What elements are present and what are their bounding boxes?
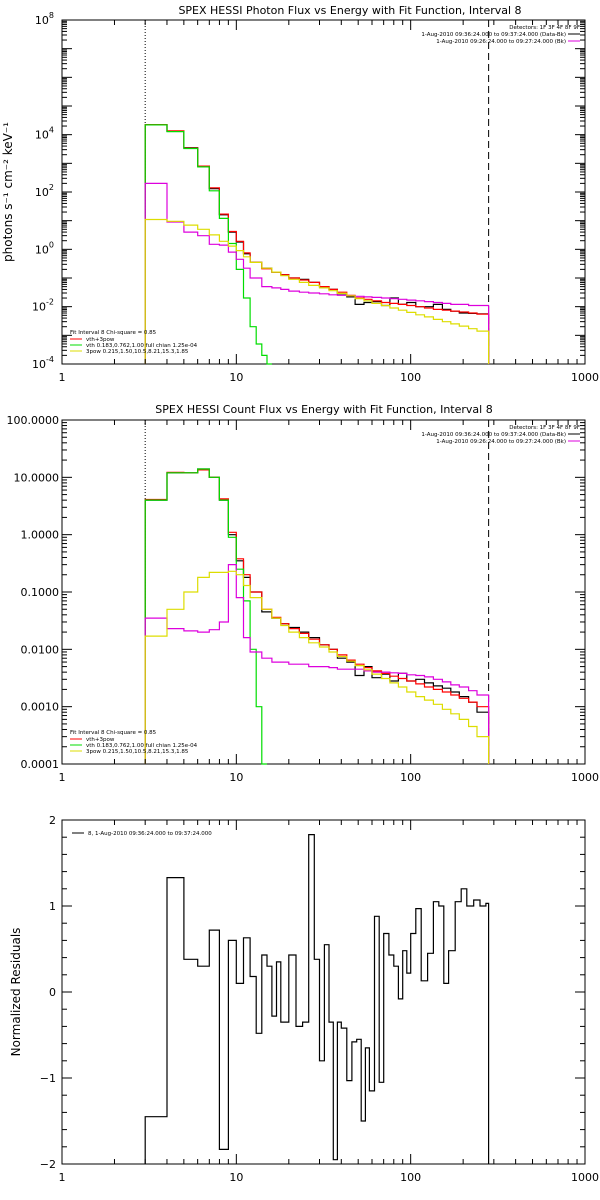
- residuals-y-tick-label: −2: [40, 1158, 56, 1171]
- residuals-y-tick-label: −1: [40, 1072, 56, 1085]
- count-flux-panel: SPEX HESSI Count Flux vs Energy with Fit…: [7, 403, 600, 784]
- residuals-y-axis-label: Normalized Residuals: [9, 928, 23, 1057]
- photon-legend-bottom-left: Fit Interval 8 Chi-square = 0.85 vth+3po…: [70, 330, 198, 355]
- photon-x-tick-label: 100: [400, 371, 421, 384]
- count-series-2: [144, 468, 267, 765]
- count-series-4: [144, 570, 490, 764]
- count-x-tick-label: 100: [400, 771, 421, 784]
- photon-chart-title: SPEX HESSI Photon Flux vs Energy with Fi…: [178, 4, 521, 17]
- photon-fit-3pow: 3pow 0.215,1.50,10.5,8.21,15.3,1.85: [86, 349, 189, 355]
- count-legend-data-bk: 1-Aug-2010 09:36:24.000 to 09:37:24.000 …: [421, 432, 566, 438]
- photon-series-2: [144, 124, 272, 365]
- count-x-tick-label: 10: [229, 771, 243, 784]
- residuals-series-0: [144, 834, 490, 1164]
- photon-y-tick-label: 10-4: [32, 355, 54, 371]
- count-fit-info: Fit Interval 8 Chi-square = 0.85: [70, 730, 157, 736]
- count-y-tick-label: 100.0000: [7, 414, 60, 427]
- photon-series-4: [144, 218, 490, 364]
- count-fit-model: vth+3pow: [86, 737, 115, 743]
- photon-x-tick-label: 10: [229, 371, 243, 384]
- count-legend-bottom-left: Fit Interval 8 Chi-square = 0.85 vth+3po…: [70, 730, 198, 755]
- photon-series-0: [144, 124, 490, 364]
- count-series-0: [144, 468, 490, 764]
- photon-y-tick-label: 100: [35, 240, 54, 256]
- residuals-legend: 8, 1-Aug-2010 09:36:24.000 to 09:37:24.0…: [72, 831, 212, 837]
- count-legend-top-right: Detectors: 1F 3F 4F 8F 9F 1-Aug-2010 09:…: [421, 425, 580, 445]
- residuals-y-tick-label: 0: [49, 986, 56, 999]
- photon-y-tick-label: 102: [35, 183, 54, 199]
- count-y-tick-label: 0.0001: [21, 758, 60, 771]
- photon-fit-vth: vth 0.183,0.762,1.00 full chian 1.25e-04: [86, 343, 198, 349]
- residuals-x-tick-label: 1: [59, 1171, 66, 1184]
- photon-legend-bk: 1-Aug-2010 09:26:24.000 to 09:27:24.000 …: [436, 39, 566, 45]
- residuals-x-tick-label: 1000: [571, 1171, 599, 1184]
- residuals-legend-label: 8, 1-Aug-2010 09:36:24.000 to 09:37:24.0…: [88, 831, 212, 837]
- photon-legend-top-right: Detectors: 1F 3F 4F 8F 9F 1-Aug-2010 09:…: [421, 25, 580, 45]
- residuals-y-tick-label: 1: [49, 900, 56, 913]
- photon-fit-model: vth+3pow: [86, 337, 115, 343]
- count-series-3: [144, 564, 490, 764]
- residuals-plot-frame: [61, 819, 586, 1165]
- photon-plot-frame: [61, 19, 586, 365]
- count-plot-frame: [61, 419, 586, 765]
- count-fit-3pow: 3pow 0.215,1.50,10.5,8.21,15.3,1.85: [86, 749, 189, 755]
- photon-legend-data-bk: 1-Aug-2010 09:36:24.000 to 09:37:24.000 …: [421, 32, 566, 38]
- count-x-tick-label: 1000: [571, 771, 599, 784]
- photon-series-1: [144, 124, 490, 364]
- photon-series-3: [144, 182, 490, 364]
- count-y-tick-label: 1.0000: [21, 529, 60, 542]
- count-y-tick-label: 0.0100: [21, 643, 60, 656]
- photon-y-tick-label: 108: [35, 11, 54, 27]
- count-y-tick-label: 10.0000: [14, 471, 60, 484]
- count-series-1: [144, 469, 490, 764]
- photon-fit-info: Fit Interval 8 Chi-square = 0.85: [70, 330, 157, 336]
- count-legend-detectors: Detectors: 1F 3F 4F 8F 9F: [509, 425, 580, 431]
- count-y-tick-label: 0.0010: [21, 701, 60, 714]
- count-fit-vth: vth 0.183,0.762,1.00 full chian 1.25e-04: [86, 743, 198, 749]
- residuals-y-tick-label: 2: [49, 814, 56, 827]
- residuals-x-tick-label: 100: [400, 1171, 421, 1184]
- count-y-tick-label: 0.1000: [21, 586, 60, 599]
- count-chart-title: SPEX HESSI Count Flux vs Energy with Fit…: [155, 403, 492, 416]
- photon-y-tick-label: 10-2: [32, 298, 54, 314]
- photon-y-axis-label: photons s⁻¹ cm⁻² keV⁻¹: [1, 122, 15, 262]
- photon-legend-detectors: Detectors: 1F 3F 4F 8F 9F: [509, 25, 580, 31]
- count-x-tick-label: 1: [59, 771, 66, 784]
- photon-x-tick-label: 1: [59, 371, 66, 384]
- count-legend-bk: 1-Aug-2010 09:26:24.000 to 09:27:24.000 …: [436, 439, 566, 445]
- residuals-panel: Normalized Residuals 1 10 100 1000 −2 −1 0 1 2 8…: [9, 814, 599, 1184]
- photon-x-tick-label: 1000: [571, 371, 599, 384]
- photon-y-tick-label: 104: [35, 126, 54, 142]
- residuals-x-tick-label: 10: [229, 1171, 243, 1184]
- photon-flux-panel: SPEX HESSI Photon Flux vs Energy with Fi…: [1, 4, 599, 384]
